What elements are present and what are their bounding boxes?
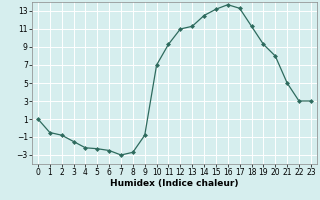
X-axis label: Humidex (Indice chaleur): Humidex (Indice chaleur) xyxy=(110,179,239,188)
